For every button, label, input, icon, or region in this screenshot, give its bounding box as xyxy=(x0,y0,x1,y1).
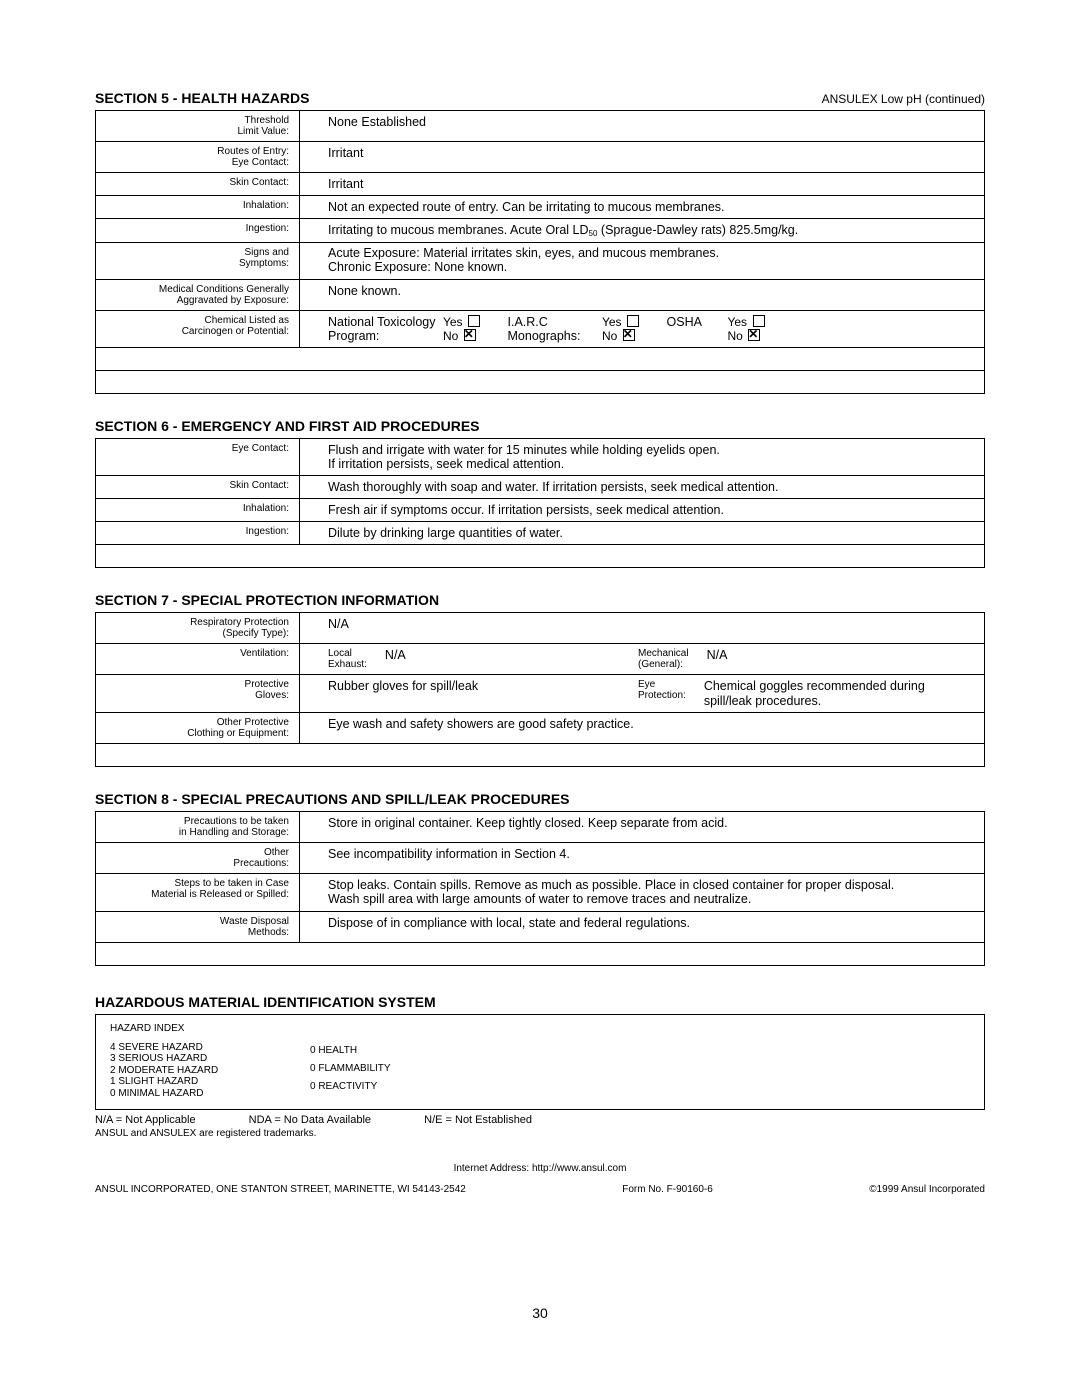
s8-value-2: Stop leaks. Contain spills. Remove as mu… xyxy=(300,874,985,912)
s7-value-3: Eye wash and safety showers are good saf… xyxy=(300,713,985,744)
s7-label-0: Respiratory Protection (Specify Type): xyxy=(96,613,300,644)
s8-label-3: Waste Disposal Methods: xyxy=(96,911,300,942)
s5-label-2: Skin Contact: xyxy=(96,173,300,196)
footer-form: Form No. F-90160-6 xyxy=(622,1184,713,1195)
s5-value-6: None known. xyxy=(300,279,985,310)
section6-title: SECTION 6 - EMERGENCY AND FIRST AID PROC… xyxy=(95,418,985,434)
empty-row xyxy=(96,545,985,568)
ntp-label: National Toxicology Program: xyxy=(328,315,435,343)
ntp-no-checkbox xyxy=(464,329,476,341)
s5-label-3: Inhalation: xyxy=(96,196,300,219)
s5-value-1: Irritant xyxy=(300,142,985,173)
page-number: 30 xyxy=(95,1305,985,1321)
s6-label-3: Ingestion: xyxy=(96,522,300,545)
osha-label: OSHA xyxy=(667,315,702,329)
s5-carcinogen-cell: National Toxicology Program: Yes No I.A.… xyxy=(300,310,985,347)
footer-copyright: ©1999 Ansul Incorporated xyxy=(869,1184,985,1195)
s5-label-6: Medical Conditions Generally Aggravated … xyxy=(96,279,300,310)
iarc-no-checkbox xyxy=(623,329,635,341)
s7-value-1: Local Exhaust: N/A Mechanical (General):… xyxy=(300,644,985,675)
s7-sub1-value-2: Rubber gloves for spill/leak xyxy=(328,679,478,693)
empty-row xyxy=(96,744,985,767)
s7-value-2: Rubber gloves for spill/leak Eye Protect… xyxy=(300,675,985,713)
s8-label-1: Other Precautions: xyxy=(96,843,300,874)
section8-table: Precautions to be taken in Handling and … xyxy=(95,811,985,966)
osha-yes-checkbox xyxy=(753,315,765,327)
s6-label-0: Eye Contact: xyxy=(96,438,300,476)
s7-label-2: Protective Gloves: xyxy=(96,675,300,713)
s6-label-1: Skin Contact: xyxy=(96,476,300,499)
hmis-index-col: 4 SEVERE HAZARD 3 SERIOUS HAZARD 2 MODER… xyxy=(110,1042,310,1100)
s7-sub1-label-1: Local Exhaust: xyxy=(328,648,367,670)
s7-sub2-label-1: Mechanical (General): xyxy=(638,648,689,670)
empty-row xyxy=(96,370,985,393)
s8-label-0: Precautions to be taken in Handling and … xyxy=(96,812,300,843)
section5-title: SECTION 5 - HEALTH HAZARDS xyxy=(95,90,309,106)
section5-table: Threshold Limit Value: None Established … xyxy=(95,110,985,394)
section6-table: Eye Contact: Flush and irrigate with wat… xyxy=(95,438,985,569)
s5-label-5: Signs and Symptoms: xyxy=(96,243,300,280)
s5-value-2: Irritant xyxy=(300,173,985,196)
s8-value-0: Store in original container. Keep tightl… xyxy=(300,812,985,843)
s6-value-3: Dilute by drinking large quantities of w… xyxy=(300,522,985,545)
s5-label-1: Routes of Entry: Eye Contact: xyxy=(96,142,300,173)
section8-title: SECTION 8 - SPECIAL PRECAUTIONS AND SPIL… xyxy=(95,791,985,807)
s7-sub2-value-1: N/A xyxy=(707,648,728,662)
hmis-title: HAZARDOUS MATERIAL IDENTIFICATION SYSTEM xyxy=(95,994,985,1010)
s6-label-2: Inhalation: xyxy=(96,499,300,522)
s7-sub1-value-1: N/A xyxy=(385,648,406,662)
osha-no-checkbox xyxy=(748,329,760,341)
s8-value-3: Dispose of in compliance with local, sta… xyxy=(300,911,985,942)
hmis-ratings-col: 0 HEALTH 0 FLAMMABILITY 0 REACTIVITY xyxy=(310,1042,391,1100)
s5-label-0: Threshold Limit Value: xyxy=(96,111,300,142)
hmis-legend: N/A = Not Applicable NDA = No Data Avail… xyxy=(95,1114,985,1126)
s5-value-3: Not an expected route of entry. Can be i… xyxy=(300,196,985,219)
s5-value-5: Acute Exposure: Material irritates skin,… xyxy=(300,243,985,280)
footer-bottom: ANSUL INCORPORATED, ONE STANTON STREET, … xyxy=(95,1184,985,1195)
iarc-yes-checkbox xyxy=(627,315,639,327)
hmis-index-label: HAZARD INDEX xyxy=(110,1023,970,1034)
hmis-box: HAZARD INDEX 4 SEVERE HAZARD 3 SERIOUS H… xyxy=(95,1014,985,1111)
ntp-yes-checkbox xyxy=(468,315,480,327)
empty-row xyxy=(96,347,985,370)
section7-title: SECTION 7 - SPECIAL PROTECTION INFORMATI… xyxy=(95,592,985,608)
s7-value-0: N/A xyxy=(300,613,985,644)
s6-value-1: Wash thoroughly with soap and water. If … xyxy=(300,476,985,499)
s7-sub2-label-2: Eye Protection: xyxy=(638,679,686,701)
footer-address: ANSUL INCORPORATED, ONE STANTON STREET, … xyxy=(95,1184,466,1195)
s5-label-carcinogen: Chemical Listed as Carcinogen or Potenti… xyxy=(96,310,300,347)
iarc-label: I.A.R.C Monographs: xyxy=(508,315,581,343)
s7-label-3: Other Protective Clothing or Equipment: xyxy=(96,713,300,744)
s6-value-2: Fresh air if symptoms occur. If irritati… xyxy=(300,499,985,522)
header-right: ANSULEX Low pH (continued) xyxy=(822,92,985,106)
s5-value-4: Irritating to mucous membranes. Acute Or… xyxy=(300,219,985,243)
section5-header: SECTION 5 - HEALTH HAZARDS ANSULEX Low p… xyxy=(95,90,985,106)
trademark-text: ANSUL and ANSULEX are registered tradema… xyxy=(95,1128,985,1139)
internet-text: Internet Address: http://www.ansul.com xyxy=(95,1163,985,1174)
s5-label-4: Ingestion: xyxy=(96,219,300,243)
s7-sub2-value-2: Chemical goggles recommended during spil… xyxy=(704,679,964,708)
s5-value-0: None Established xyxy=(300,111,985,142)
empty-row xyxy=(96,942,985,965)
s6-value-0: Flush and irrigate with water for 15 min… xyxy=(300,438,985,476)
s8-value-1: See incompatibility information in Secti… xyxy=(300,843,985,874)
section7-table: Respiratory Protection (Specify Type): N… xyxy=(95,612,985,767)
s7-label-1: Ventilation: xyxy=(96,644,300,675)
s8-label-2: Steps to be taken in Case Material is Re… xyxy=(96,874,300,912)
